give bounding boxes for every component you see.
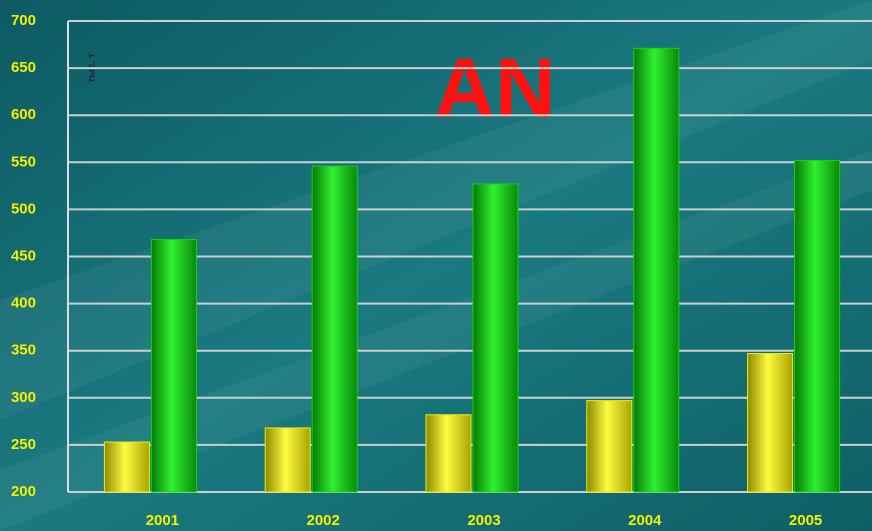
y-tick-label: 300 bbox=[11, 389, 36, 406]
x-tick-label: 2001 bbox=[146, 512, 179, 529]
y-tick-label: 650 bbox=[11, 59, 36, 76]
bar bbox=[472, 183, 519, 493]
y-tick-label: 450 bbox=[11, 247, 36, 264]
bar bbox=[150, 239, 197, 493]
bar bbox=[747, 353, 794, 493]
bar bbox=[586, 400, 633, 493]
x-tick-label: 2005 bbox=[789, 512, 822, 529]
bar bbox=[264, 427, 311, 493]
y-tick-label: 700 bbox=[11, 12, 36, 29]
y-tick-label: 400 bbox=[11, 295, 36, 312]
y-tick-label: 550 bbox=[11, 153, 36, 170]
y-tick-label: 250 bbox=[11, 436, 36, 453]
bar bbox=[633, 47, 680, 493]
chart-title: AN bbox=[434, 41, 555, 135]
x-tick-label: 2004 bbox=[628, 512, 662, 529]
bar bbox=[311, 165, 358, 493]
bar bbox=[794, 159, 841, 493]
x-tick-label: 2003 bbox=[467, 512, 500, 529]
y-tick-label: 500 bbox=[11, 200, 36, 217]
bar bbox=[425, 414, 472, 493]
x-tick-label: 2002 bbox=[307, 512, 340, 529]
y-tick-label: 350 bbox=[11, 342, 36, 359]
y-tick-label: 200 bbox=[11, 483, 36, 500]
bar bbox=[103, 441, 150, 493]
y-tick-label: 600 bbox=[11, 106, 36, 123]
